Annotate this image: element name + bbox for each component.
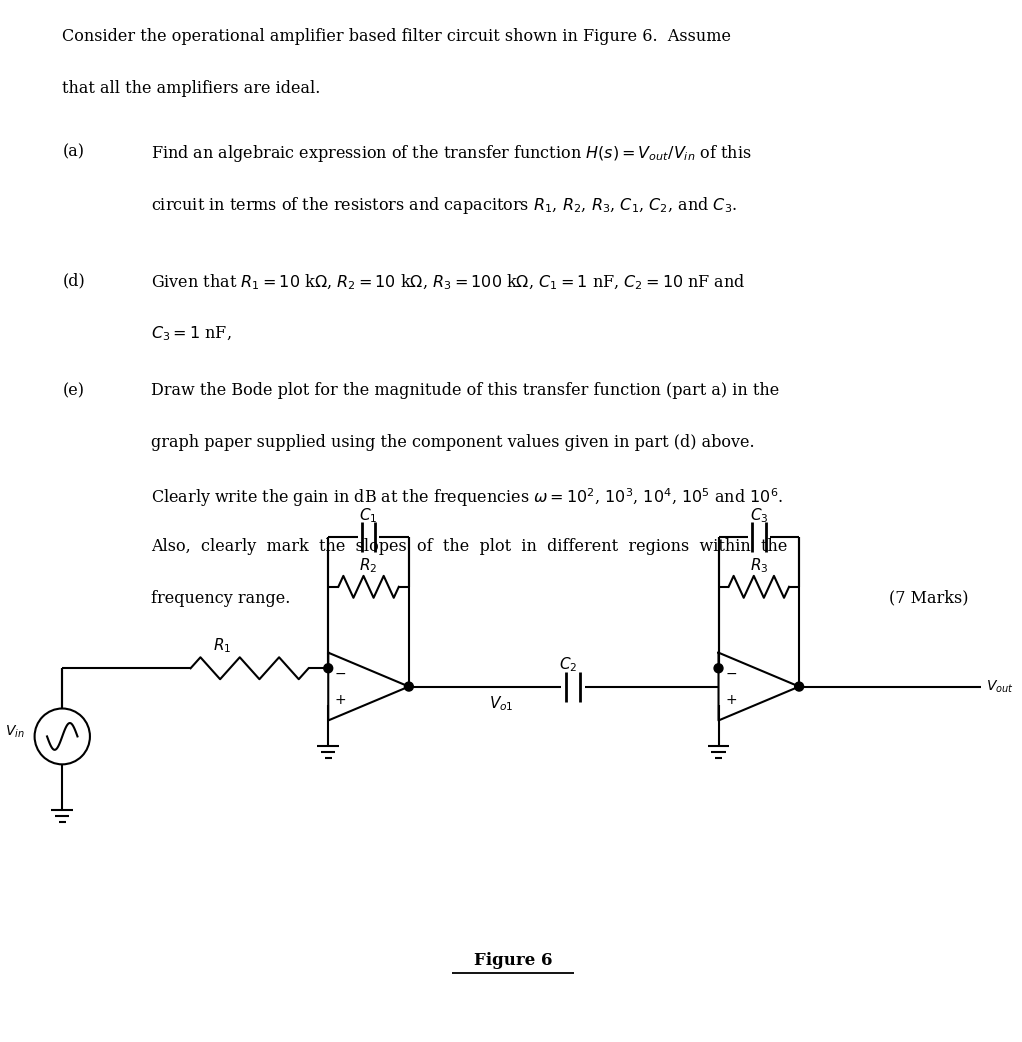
Text: $V_{in}$: $V_{in}$ — [5, 723, 25, 740]
Text: $C_1$: $C_1$ — [360, 506, 378, 525]
Text: $+$: $+$ — [725, 693, 737, 708]
Circle shape — [324, 664, 333, 673]
Circle shape — [405, 683, 413, 691]
Circle shape — [714, 664, 723, 673]
Text: $R_3$: $R_3$ — [749, 556, 769, 575]
Text: graph paper supplied using the component values given in part (d) above.: graph paper supplied using the component… — [151, 435, 755, 451]
Text: that all the amplifiers are ideal.: that all the amplifiers are ideal. — [62, 80, 321, 97]
Text: Consider the operational amplifier based filter circuit shown in Figure 6.  Assu: Consider the operational amplifier based… — [62, 28, 732, 45]
Text: (a): (a) — [62, 143, 84, 160]
Text: $-$: $-$ — [725, 666, 737, 680]
Text: $R_1$: $R_1$ — [214, 637, 232, 655]
Text: (d): (d) — [62, 273, 85, 290]
Text: circuit in terms of the resistors and capacitors $R_1$, $R_2$, $R_3$, $C_1$, $C_: circuit in terms of the resistors and ca… — [151, 195, 738, 216]
Text: Given that $R_1 = 10$ k$\Omega$, $R_2 = 10$ k$\Omega$, $R_3 = 100$ k$\Omega$, $C: Given that $R_1 = 10$ k$\Omega$, $R_2 = … — [151, 273, 746, 292]
Text: $V_{o1}$: $V_{o1}$ — [489, 695, 513, 713]
Text: $-$: $-$ — [334, 666, 346, 680]
Text: $C_3$: $C_3$ — [749, 506, 769, 525]
Text: Draw the Bode plot for the magnitude of this transfer function (part a) in the: Draw the Bode plot for the magnitude of … — [151, 382, 780, 399]
Text: (7 Marks): (7 Marks) — [889, 590, 968, 606]
Text: Clearly write the gain in dB at the frequencies $\omega = 10^2$, $10^3$, $10^4$,: Clearly write the gain in dB at the freq… — [151, 487, 784, 508]
Text: (e): (e) — [62, 382, 84, 399]
Text: Figure 6: Figure 6 — [473, 951, 552, 969]
Text: Find an algebraic expression of the transfer function $H(s) = V_{out}/V_{in}$ of: Find an algebraic expression of the tran… — [151, 143, 752, 164]
Text: $C_2$: $C_2$ — [559, 654, 577, 673]
Text: $V_{out}$: $V_{out}$ — [986, 678, 1014, 695]
Text: frequency range.: frequency range. — [151, 590, 290, 606]
Text: $C_3 = 1$ nF,: $C_3 = 1$ nF, — [151, 324, 232, 343]
Text: Also,  clearly  mark  the  slopes  of  the  plot  in  different  regions  within: Also, clearly mark the slopes of the plo… — [151, 538, 788, 555]
Circle shape — [795, 683, 803, 691]
Text: $R_2$: $R_2$ — [360, 556, 378, 575]
Text: $+$: $+$ — [334, 693, 346, 708]
